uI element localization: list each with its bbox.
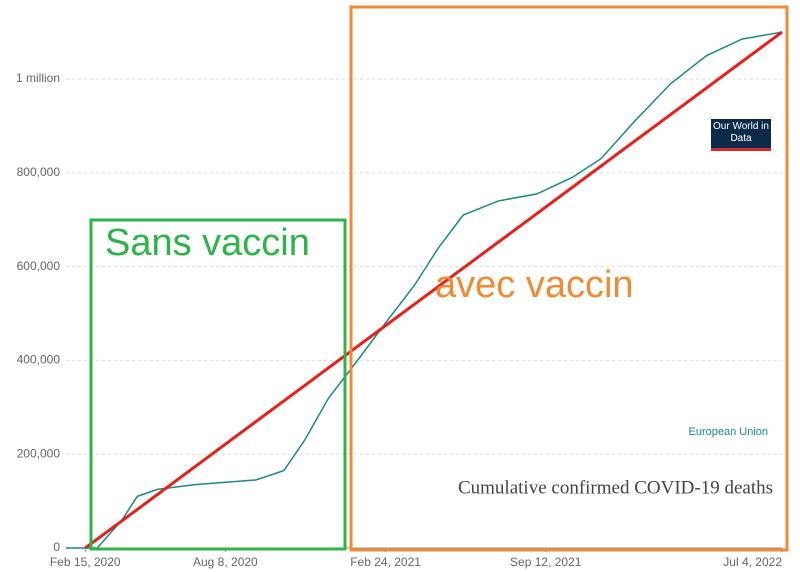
y-tick-label: 800,000 bbox=[17, 165, 61, 179]
x-tick-label: Aug 8, 2020 bbox=[193, 555, 258, 569]
x-tick-label: Sep 12, 2021 bbox=[510, 555, 582, 569]
y-tick-label: 200,000 bbox=[17, 446, 61, 460]
y-tick-label: 400,000 bbox=[17, 353, 61, 367]
y-tick-label: 0 bbox=[53, 540, 60, 554]
no-vaccine-box bbox=[89, 218, 347, 551]
plot bbox=[66, 30, 783, 550]
annotation: avec vaccin bbox=[435, 264, 634, 306]
logo-text: Our World in Data bbox=[713, 121, 769, 144]
x-tick-label: Feb 15, 2020 bbox=[50, 555, 121, 569]
series-line bbox=[66, 31, 783, 549]
series-label: European Union bbox=[688, 426, 768, 438]
y-tick-label: 600,000 bbox=[17, 259, 61, 273]
logo-box bbox=[711, 119, 771, 151]
y-tick-label: 1 million bbox=[16, 71, 60, 85]
logo: Our World in Data bbox=[713, 121, 769, 144]
logo-stripe bbox=[711, 148, 771, 151]
vaccine-box bbox=[349, 5, 789, 552]
x-tick-label: Jul 4, 2022 bbox=[723, 555, 782, 569]
annotation: Sans vaccin bbox=[105, 222, 310, 264]
x-tick-label: Feb 24, 2021 bbox=[350, 555, 421, 569]
trend-line bbox=[84, 30, 783, 550]
chart-title: Cumulative confirmed COVID-19 deaths bbox=[458, 477, 773, 498]
